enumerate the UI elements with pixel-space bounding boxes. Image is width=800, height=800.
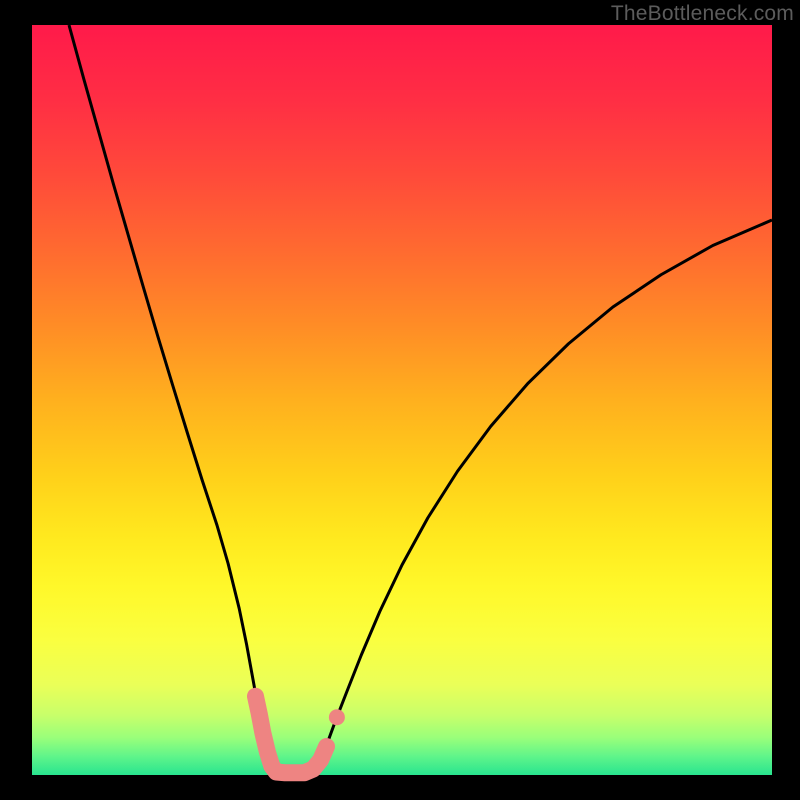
bottleneck-curve-chart <box>0 0 800 800</box>
plot-area <box>32 25 772 775</box>
chart-container: TheBottleneck.com <box>0 0 800 800</box>
watermark-text: TheBottleneck.com <box>611 2 794 26</box>
valley-highlight-dot <box>329 709 345 725</box>
